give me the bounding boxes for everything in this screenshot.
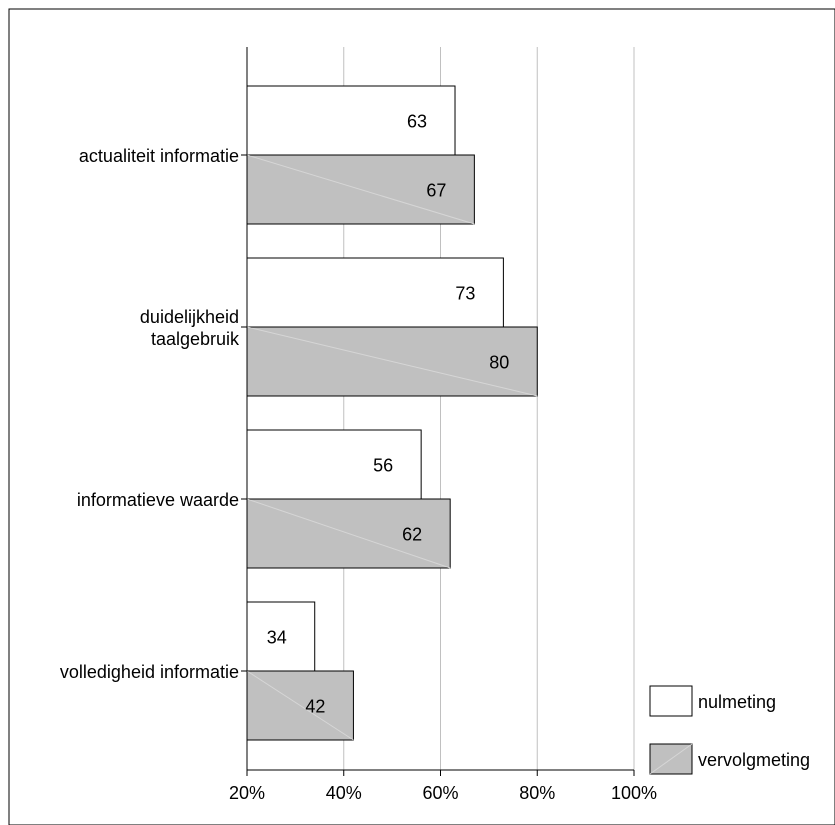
bar-hatch-2	[246, 498, 451, 569]
data-label-nulmeting-0: 63	[407, 112, 427, 132]
x-tick-label: 40%	[326, 783, 362, 803]
data-label-nulmeting-2: 56	[373, 456, 393, 476]
x-tick-label: 80%	[519, 783, 555, 803]
category-label: taalgebruik	[151, 329, 240, 349]
legend-swatch-hatch	[649, 743, 693, 775]
data-label-nulmeting-1: 73	[455, 284, 475, 304]
bar-hatch-0	[246, 154, 475, 225]
data-label-vervolgmeting-1: 80	[489, 353, 509, 373]
x-tick-label: 100%	[611, 783, 657, 803]
bar-nulmeting-1	[246, 257, 504, 328]
bar-hatch-3	[246, 670, 354, 741]
data-label-vervolgmeting-2: 62	[402, 525, 422, 545]
legend-swatch-nulmeting	[649, 685, 693, 717]
legend-label-nulmeting: nulmeting	[698, 692, 776, 712]
legend: nulmeting vervolgmeting	[649, 685, 810, 775]
bars: 63 67 73 80 56 62 34 42	[246, 85, 538, 741]
legend-label-vervolgmeting: vervolgmeting	[698, 750, 810, 770]
data-label-vervolgmeting-0: 67	[426, 181, 446, 201]
bar-nulmeting-2	[246, 429, 422, 500]
category-label: informatieve waarde	[77, 490, 239, 510]
x-tick-label: 60%	[422, 783, 458, 803]
category-label: duidelijkheid	[140, 307, 239, 327]
category-label: volledigheid informatie	[60, 662, 239, 682]
bar-nulmeting-0	[246, 85, 456, 156]
bar-nulmeting-3	[246, 601, 316, 672]
category-label: actualiteit informatie	[79, 146, 239, 166]
data-label-vervolgmeting-3: 42	[305, 697, 325, 717]
axes: actualiteit informatie duidelijkheidtaalg…	[60, 47, 657, 803]
data-label-nulmeting-3: 34	[267, 628, 287, 648]
x-tick-label: 20%	[229, 783, 265, 803]
bar-hatch-1	[246, 326, 538, 397]
